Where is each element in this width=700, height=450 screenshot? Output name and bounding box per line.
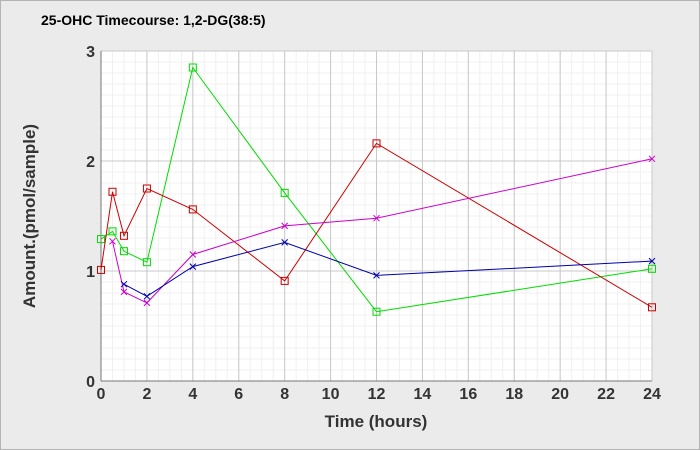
y-tick-label: 1 (86, 264, 95, 281)
series-line (123, 241, 653, 297)
data-point (281, 222, 289, 230)
x-tick-label: 12 (368, 386, 386, 403)
x-tick-label: 18 (505, 386, 523, 403)
data-point (373, 272, 380, 279)
data-point (372, 307, 381, 316)
data-point (108, 227, 117, 236)
data-point (97, 265, 105, 274)
x-tick-label: 16 (459, 386, 477, 403)
x-tick-label: 2 (142, 386, 151, 403)
data-point (648, 155, 656, 163)
data-point (120, 280, 128, 288)
x-tick-label: 10 (322, 386, 340, 403)
chart-title: 25-OHC Timecourse: 1,2-DG(38:5) (41, 12, 266, 28)
series-group (97, 63, 656, 316)
y-tick-label: 3 (86, 44, 95, 61)
data-point (108, 187, 117, 196)
data-point (97, 235, 105, 244)
data-point (143, 292, 151, 300)
data-point (119, 231, 128, 240)
x-tick-label: 20 (551, 386, 569, 403)
data-point (143, 299, 151, 307)
data-point (119, 247, 128, 256)
data-point (280, 188, 289, 197)
series-3 (109, 155, 656, 307)
data-point (189, 263, 197, 270)
data-point (142, 184, 151, 193)
y-axis-title: Amount.(pmol/sample) (20, 124, 39, 308)
data-point (373, 214, 380, 222)
data-point (142, 258, 151, 267)
x-tick-label: 0 (97, 386, 106, 403)
x-axis-title: Time (hours) (325, 412, 428, 431)
data-point (648, 264, 656, 273)
x-tick-label: 8 (280, 386, 289, 403)
y-tick-label: 2 (86, 154, 95, 171)
data-point (648, 303, 656, 312)
axes (100, 51, 652, 382)
series-4 (120, 239, 656, 300)
data-point (188, 205, 197, 214)
data-point (189, 251, 197, 258)
series-line (100, 142, 653, 308)
series-1 (97, 63, 656, 316)
data-point (280, 276, 289, 285)
y-tick-label: 0 (86, 374, 95, 391)
x-tick-label: 14 (414, 386, 432, 403)
series-2 (97, 139, 656, 312)
x-tick-label: 4 (188, 386, 197, 403)
data-point (188, 63, 197, 72)
x-tick-label: 22 (597, 386, 615, 403)
data-point (120, 288, 128, 296)
x-tick-label: 6 (234, 386, 243, 403)
data-point (648, 257, 656, 265)
data-point (281, 239, 289, 246)
data-point (372, 139, 381, 148)
x-tick-label: 24 (643, 386, 661, 403)
data-point (109, 237, 116, 245)
